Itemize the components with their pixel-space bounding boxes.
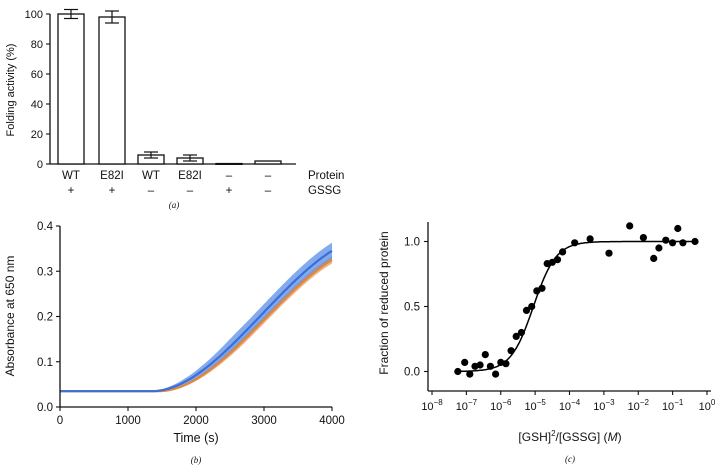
panel-c-x-tick-label: 10−5 xyxy=(524,398,546,413)
data-point-21 xyxy=(559,248,567,256)
panel-a-y-tick-label: 60 xyxy=(31,69,43,81)
gssg-row-label: GSSG xyxy=(308,185,341,197)
data-point-33 xyxy=(691,237,699,246)
panel-c-y-tick-label: 0.5 xyxy=(404,302,420,314)
panel-b-y-tick-label: 0.0 xyxy=(37,402,53,414)
panel-c-fit-curve xyxy=(456,240,697,373)
protein-label-6: – xyxy=(265,170,272,182)
panel-a-y-tick-label: 20 xyxy=(31,129,43,141)
panel-b: 0 1000 2000 3000 4000 0.0 0.1 0.2 0.3 0.4 Absorba… xyxy=(3,221,345,465)
panel-a: 0 20 40 60 80 100 WT + E82I + WT – E82I – – + – – Foldin… xyxy=(5,8,344,210)
data-point-27 xyxy=(650,254,658,262)
panel-c-x-tick-label: 10−6 xyxy=(490,398,512,413)
gssg-label-5: + xyxy=(226,185,233,197)
data-point-32 xyxy=(679,239,687,247)
series-band-blue xyxy=(60,242,332,393)
data-point-22 xyxy=(571,239,579,247)
panel-b-x-tick-label: 1000 xyxy=(115,415,141,427)
panel-b-x-tick-label: 3000 xyxy=(251,415,277,427)
panel-c-y-tick-label: 0.0 xyxy=(404,367,420,379)
panel-c-y-label: Fraction of reduced protein xyxy=(377,231,391,374)
data-point-20 xyxy=(553,256,562,264)
gssg-label-4: – xyxy=(187,185,194,197)
data-point-10 xyxy=(502,360,510,368)
data-point-13 xyxy=(517,328,526,337)
data-point-2 xyxy=(461,358,469,366)
panel-c-x-tick-label: 10−8 xyxy=(421,398,443,413)
bar-2 xyxy=(98,16,126,165)
data-point-31 xyxy=(674,224,682,233)
data-point-25 xyxy=(626,222,634,230)
protein-label-4: E82I xyxy=(178,170,202,182)
data-point-7 xyxy=(486,362,494,370)
panel-c-y-tick-label: 1.0 xyxy=(404,237,420,249)
panel-c-x-tick-label: 10−3 xyxy=(593,398,615,413)
data-point-8 xyxy=(492,370,500,378)
data-point-30 xyxy=(669,239,677,247)
data-point-23 xyxy=(586,235,594,243)
panel-c-caption: (c) xyxy=(565,454,575,464)
gssg-label-3: – xyxy=(148,185,155,197)
data-point-14 xyxy=(522,306,531,314)
panel-b-y-label: Absorbance at 650 nm xyxy=(3,256,17,377)
data-point-3 xyxy=(466,370,474,378)
panel-a-y-label: Folding activity (%) xyxy=(5,44,17,137)
panel-b-y-tick-label: 0.4 xyxy=(37,221,54,233)
panel-a-y-tick-label: 0 xyxy=(37,159,43,171)
panel-c-x-tick-label: 10−2 xyxy=(628,398,650,413)
panel-c-x-tick-label: 10−1 xyxy=(662,398,684,413)
data-point-1 xyxy=(454,367,462,376)
panel-b-y-tick-label: 0.3 xyxy=(37,266,53,278)
gssg-label-1: + xyxy=(68,185,75,197)
data-point-12 xyxy=(512,332,520,340)
panel-a-y-tick-label: 40 xyxy=(31,99,43,111)
data-point-24 xyxy=(605,249,613,257)
data-point-29 xyxy=(662,236,670,244)
panel-c: 10−8 10−7 10−6 10−5 10−4 10−3 10−2 10−1 100 0.0 0.… xyxy=(377,222,716,464)
protein-label-5: – xyxy=(226,170,233,182)
data-point-11 xyxy=(507,347,515,355)
data-point-28 xyxy=(655,244,663,252)
panel-a-y-tick-label: 100 xyxy=(25,9,43,21)
gssg-label-2: + xyxy=(109,185,116,197)
data-point-15 xyxy=(528,302,536,311)
bar-6 xyxy=(254,160,282,165)
protein-label-3: WT xyxy=(142,170,160,182)
data-point-26 xyxy=(639,234,648,242)
panel-c-x-label: [GSH]2/[GSSG] (M) xyxy=(518,429,621,444)
bar-5 xyxy=(215,162,243,166)
series-line-blue xyxy=(60,249,333,393)
data-point-5 xyxy=(476,361,484,369)
panel-c-x-tick-label: 10−7 xyxy=(456,398,478,413)
data-point-17 xyxy=(538,284,546,292)
panel-a-y-tick-label: 80 xyxy=(31,39,43,51)
panel-b-caption: (b) xyxy=(191,455,202,465)
panel-a-caption: (a) xyxy=(169,200,180,210)
panel-b-x-tick-label: 4000 xyxy=(319,415,345,427)
panel-c-x-tick-label: 100 xyxy=(699,398,716,413)
data-point-6 xyxy=(481,351,489,359)
panel-b-x-tick-label: 2000 xyxy=(183,415,209,427)
protein-row-label: Protein xyxy=(308,170,344,182)
panel-b-x-label: Time (s) xyxy=(173,431,218,445)
gssg-label-6: – xyxy=(265,185,272,197)
panel-b-y-tick-label: 0.2 xyxy=(37,312,53,324)
protein-label-2: E82I xyxy=(100,170,124,182)
bar-1 xyxy=(57,13,85,165)
panel-b-y-tick-label: 0.1 xyxy=(37,357,53,369)
panel-c-x-tick-label: 10−4 xyxy=(559,398,581,413)
protein-label-1: WT xyxy=(62,170,80,182)
panel-b-x-tick-label: 0 xyxy=(57,415,63,427)
